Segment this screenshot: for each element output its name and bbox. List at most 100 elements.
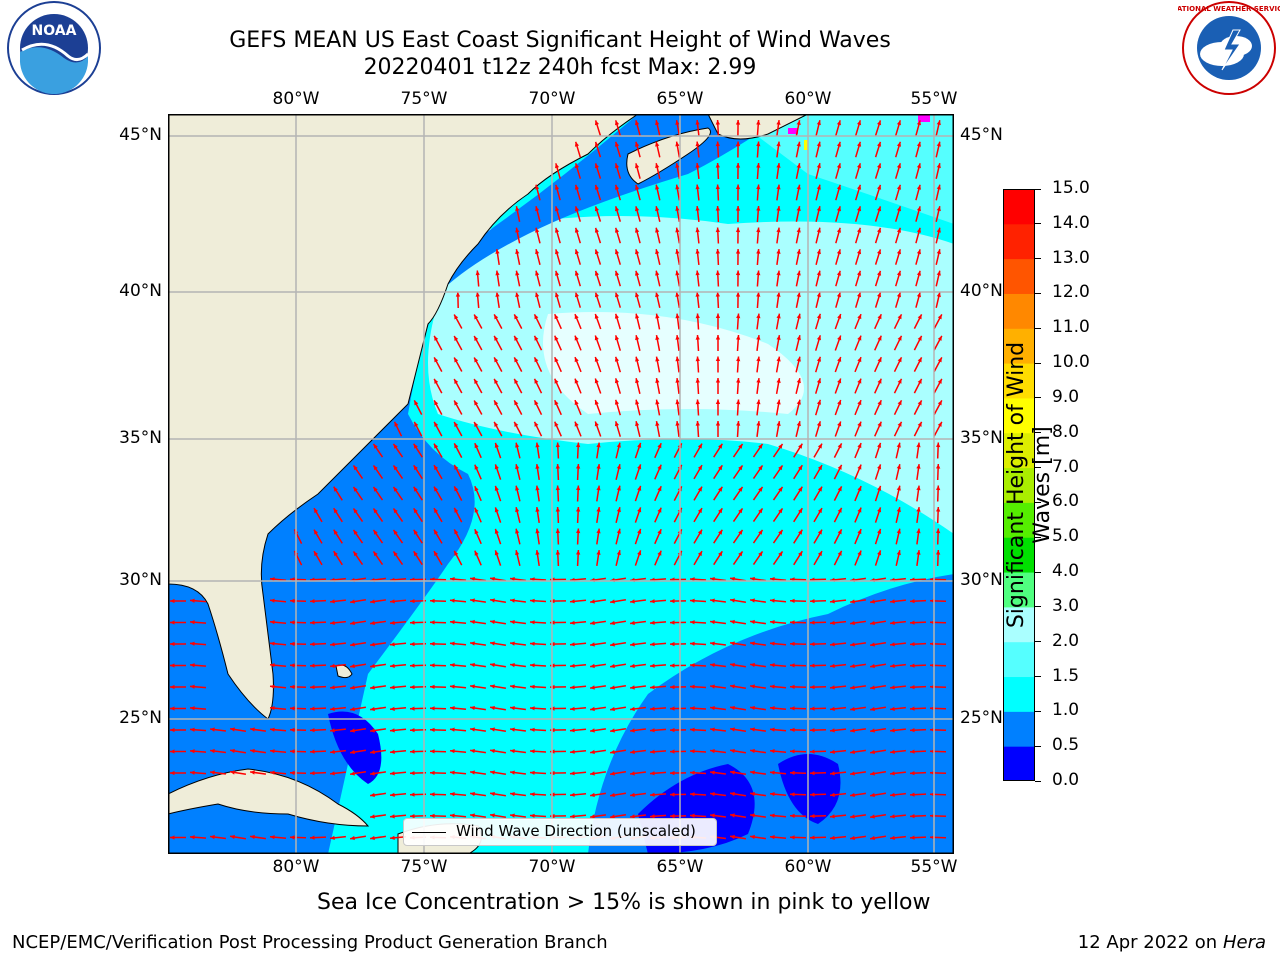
wave-direction-arrowhead (896, 249, 901, 255)
wave-direction-arrowhead (490, 748, 495, 754)
wave-direction-arrowhead (718, 465, 723, 471)
wave-direction-arrowhead (430, 813, 435, 818)
wave-direction-arrowhead (454, 422, 459, 427)
colorbar-band (1003, 363, 1035, 399)
lon-label-bottom: 75°W (400, 857, 448, 877)
wave-direction-arrowhead (877, 485, 882, 491)
wave-direction-arrowhead (715, 163, 720, 168)
wave-direction-arrowhead (877, 378, 882, 384)
wave-direction-arrowhead (675, 270, 680, 276)
wave-direction-arrowhead (610, 771, 615, 776)
wave-direction-arrowhead (310, 771, 315, 776)
wave-direction-arrowhead (515, 206, 520, 211)
wave-direction-arrowhead (896, 442, 901, 448)
wave-direction-arrowhead (170, 749, 175, 754)
wave-direction-arrowhead (870, 728, 875, 733)
colorbar-label-line-1: Significant Height of Wind (1004, 341, 1029, 629)
wave-direction-arrowhead (570, 792, 575, 797)
wave-direction-arrowhead (514, 314, 519, 320)
wave-direction-arrowhead (798, 443, 803, 449)
wave-direction-arrowhead (897, 357, 902, 363)
wave-direction-arrowhead (310, 642, 315, 647)
wave-direction-arrowhead (778, 551, 783, 557)
wave-direction-arrowhead (250, 727, 255, 732)
wave-direction-arrowhead (857, 249, 862, 255)
wave-direction-arrowhead (816, 421, 821, 427)
lon-label-bottom: 60°W (784, 857, 832, 877)
wave-direction-arrowhead (490, 813, 495, 818)
wave-direction-arrowhead (370, 642, 375, 647)
wave-direction-arrowhead (510, 577, 515, 582)
wave-direction-arrowhead (776, 163, 781, 168)
wave-direction-arrowhead (790, 641, 795, 646)
wave-direction-arrowhead (690, 749, 695, 754)
legend-box: Wind Wave Direction (unscaled) (403, 818, 717, 846)
wave-direction-arrowhead (515, 227, 520, 233)
wave-direction-arrowhead (333, 551, 338, 557)
wave-direction-arrowhead (615, 227, 620, 233)
wave-direction-arrowhead (393, 508, 398, 514)
lon-label-bottom: 55°W (910, 857, 958, 877)
wave-direction-arrowhead (610, 749, 615, 755)
wave-direction-arrowhead (330, 706, 335, 711)
wave-direction-arrowhead (290, 706, 295, 711)
wave-direction-arrowhead (756, 378, 761, 383)
wave-direction-arrowhead (857, 335, 862, 341)
wave-direction-arrowhead (756, 120, 761, 125)
wave-direction-arrowhead (916, 528, 921, 534)
wave-direction-arrowhead (850, 792, 855, 798)
wave-direction-arrowhead (535, 485, 540, 491)
wave-direction-arrowhead (877, 292, 882, 298)
wave-direction-arrowhead (413, 465, 418, 471)
wave-direction-arrowhead (756, 421, 761, 426)
wave-direction-arrowhead (816, 356, 821, 362)
wave-direction-arrowhead (570, 642, 575, 647)
wave-direction-arrowhead (610, 620, 615, 626)
wave-direction-arrowhead (816, 335, 821, 341)
wave-direction-arrowhead (735, 141, 741, 147)
wave-direction-arrowhead (896, 227, 901, 233)
wave-direction-arrowhead (890, 771, 895, 776)
wave-direction-arrowhead (414, 421, 419, 427)
wave-direction-arrowhead (373, 551, 378, 557)
wave-direction-arrowhead (616, 507, 621, 513)
wave-direction-arrowhead (190, 727, 195, 732)
wave-direction-arrowhead (390, 685, 395, 690)
wave-direction-arrowhead (715, 378, 721, 383)
colorbar-tick-label: 4.0 (1052, 561, 1080, 582)
wave-direction-arrowhead (373, 508, 378, 514)
wave-direction-arrowhead (655, 206, 660, 212)
noaa-logo: NOAA (2, 0, 106, 100)
wave-direction-arrowhead (830, 728, 835, 733)
wave-direction-arrowhead (756, 163, 761, 168)
wave-direction-arrowhead (730, 791, 735, 797)
wave-direction-arrowhead (393, 551, 398, 557)
wave-direction-arrowhead (817, 508, 822, 514)
wave-direction-arrowhead (695, 249, 700, 254)
wave-direction-arrowhead (890, 642, 895, 647)
wave-direction-arrowhead (790, 835, 795, 840)
wave-direction-arrowhead (870, 663, 875, 669)
wave-direction-arrowhead (615, 292, 620, 298)
wave-direction-arrowhead (850, 771, 855, 776)
wave-direction-arrowhead (330, 749, 335, 754)
wave-direction-arrowhead (790, 684, 795, 689)
wave-direction-arrowhead (515, 464, 520, 470)
wave-direction-arrowhead (270, 598, 275, 603)
wave-direction-arrowhead (890, 814, 895, 819)
wave-direction-arrowhead (798, 551, 803, 557)
wave-direction-arrowhead (670, 749, 675, 754)
wave-direction-arrowhead (637, 528, 642, 534)
wave-direction-arrowhead (830, 620, 835, 625)
wave-direction-arrowhead (576, 528, 581, 534)
wave-direction-arrowhead (916, 249, 921, 255)
wave-direction-arrowhead (710, 641, 715, 646)
wave-direction-arrowhead (896, 120, 901, 126)
wave-direction-arrowhead (776, 313, 781, 319)
wave-direction-arrowhead (890, 728, 895, 733)
colorbar-band (1003, 328, 1035, 364)
wave-direction-arrowhead (333, 486, 338, 492)
wave-direction-arrowhead (413, 508, 418, 514)
wave-direction-arrowhead (750, 641, 755, 646)
wave-direction-arrowhead (635, 399, 640, 405)
